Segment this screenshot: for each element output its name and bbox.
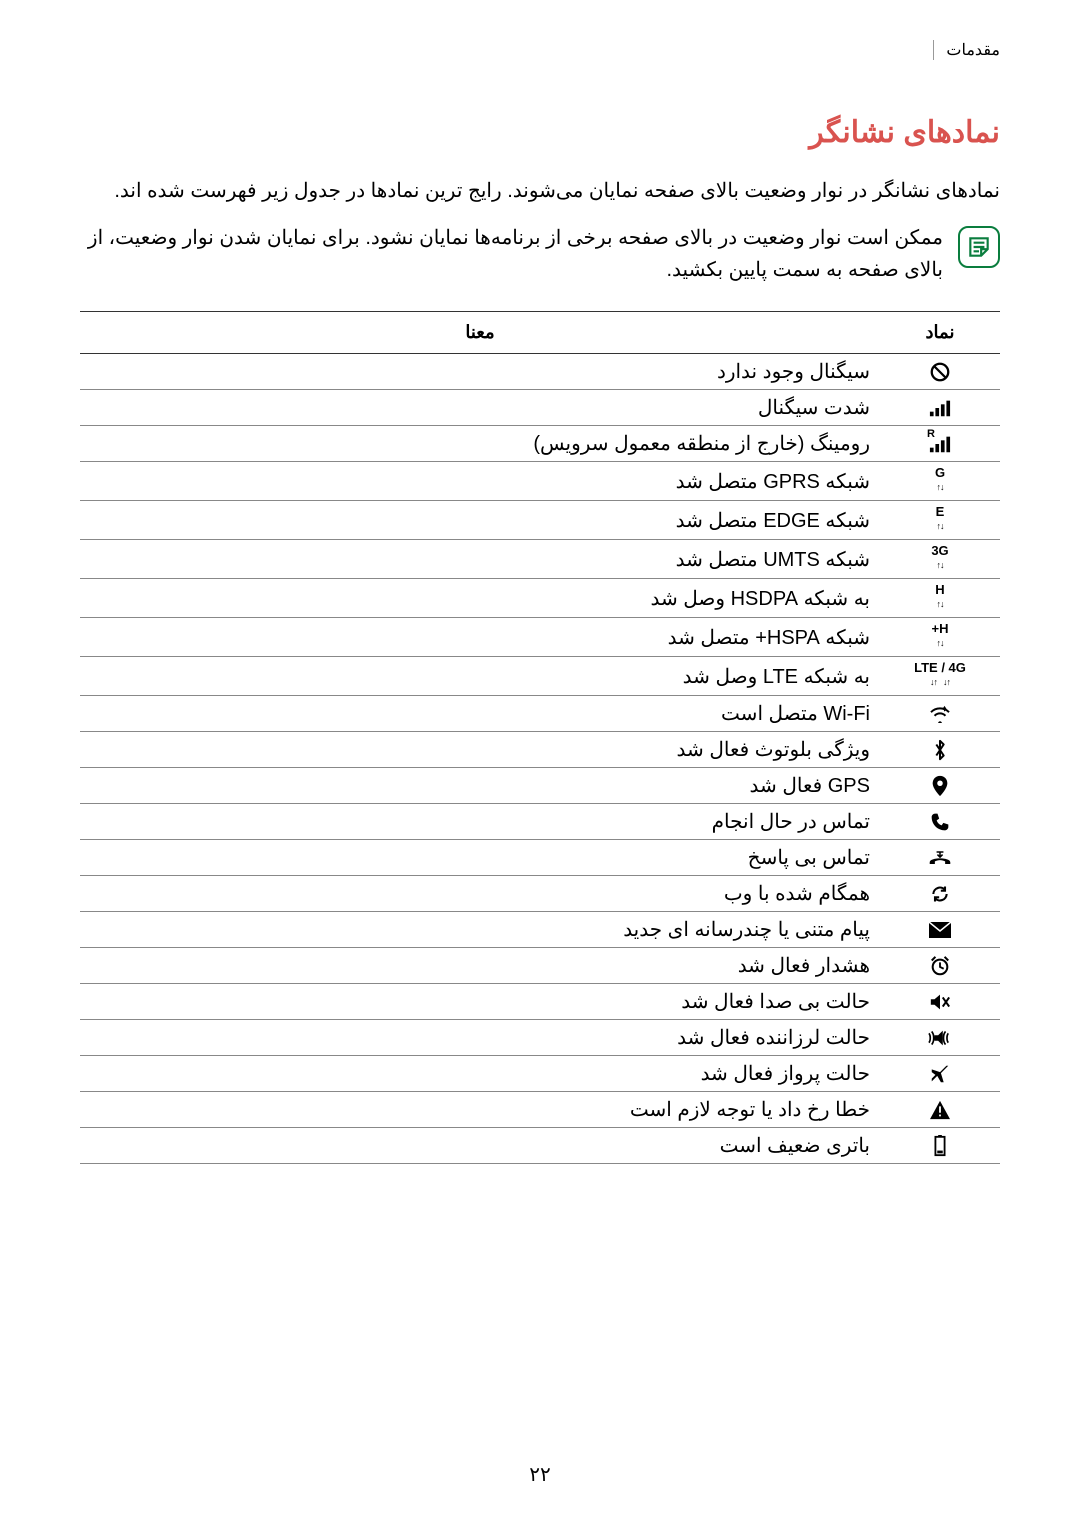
- bluetooth-icon: [880, 732, 1000, 768]
- sync-icon: [880, 876, 1000, 912]
- meaning-cell: تماس در حال انجام: [80, 804, 880, 840]
- meaning-cell: Wi-Fi متصل است: [80, 696, 880, 732]
- roaming-icon: R: [880, 426, 1000, 462]
- no-signal-icon: [880, 354, 1000, 390]
- meaning-cell: شبکه UMTS متصل شد: [80, 540, 880, 579]
- table-row: حالت لرزاننده فعال شد: [80, 1020, 1000, 1056]
- lte-icon: LTE / 4G↓↑ ↓↑: [880, 657, 1000, 696]
- meaning-cell: سیگنال وجود ندارد: [80, 354, 880, 390]
- meaning-cell: شبکه HSPA+ متصل شد: [80, 618, 880, 657]
- table-row: خطا رخ داد یا توجه لازم است: [80, 1092, 1000, 1128]
- note-block: ممکن است نوار وضعیت در بالای صفحه برخی ا…: [80, 222, 1000, 286]
- missed-icon: [880, 840, 1000, 876]
- table-row: E↓↑شبکه EDGE متصل شد: [80, 501, 1000, 540]
- header-icon: نماد: [880, 312, 1000, 354]
- hspa-icon: H+↓↑: [880, 618, 1000, 657]
- meaning-cell: حالت بی صدا فعال شد: [80, 984, 880, 1020]
- meaning-cell: به شبکه LTE وصل شد: [80, 657, 880, 696]
- table-row: LTE / 4G↓↑ ↓↑به شبکه LTE وصل شد: [80, 657, 1000, 696]
- meaning-cell: پیام متنی یا چندرسانه ای جدید: [80, 912, 880, 948]
- table-row: هشدار فعال شد: [80, 948, 1000, 984]
- hsdpa-icon: H↓↑: [880, 579, 1000, 618]
- table-row: پیام متنی یا چندرسانه ای جدید: [80, 912, 1000, 948]
- meaning-cell: تماس بی پاسخ: [80, 840, 880, 876]
- meaning-cell: GPS فعال شد: [80, 768, 880, 804]
- table-row: Wi-Fi متصل است: [80, 696, 1000, 732]
- table-row: ویژگی بلوتوث فعال شد: [80, 732, 1000, 768]
- wifi-icon: [880, 696, 1000, 732]
- meaning-cell: هشدار فعال شد: [80, 948, 880, 984]
- meaning-cell: ویژگی بلوتوث فعال شد: [80, 732, 880, 768]
- call-icon: [880, 804, 1000, 840]
- note-text: ممکن است نوار وضعیت در بالای صفحه برخی ا…: [80, 222, 943, 286]
- table-row: حالت پرواز فعال شد: [80, 1056, 1000, 1092]
- table-row: سیگنال وجود ندارد: [80, 354, 1000, 390]
- message-icon: [880, 912, 1000, 948]
- header-meaning: معنا: [80, 312, 880, 354]
- table-row: باتری ضعیف است: [80, 1128, 1000, 1164]
- table-row: همگام شده با وب: [80, 876, 1000, 912]
- meaning-cell: شبکه GPRS متصل شد: [80, 462, 880, 501]
- meaning-cell: باتری ضعیف است: [80, 1128, 880, 1164]
- gps-icon: [880, 768, 1000, 804]
- table-row: Rرومینگ (خارج از منطقه معمول سرویس): [80, 426, 1000, 462]
- vibrate-icon: [880, 1020, 1000, 1056]
- meaning-cell: حالت لرزاننده فعال شد: [80, 1020, 880, 1056]
- signal-icon: [880, 390, 1000, 426]
- alarm-icon: [880, 948, 1000, 984]
- intro-text: نمادهای نشانگر در نوار وضعیت بالای صفحه …: [80, 175, 1000, 207]
- edge-icon: E↓↑: [880, 501, 1000, 540]
- meaning-cell: خطا رخ داد یا توجه لازم است: [80, 1092, 880, 1128]
- table-header-row: نماد معنا: [80, 312, 1000, 354]
- table-row: G↓↑شبکه GPRS متصل شد: [80, 462, 1000, 501]
- note-icon: [958, 226, 1000, 268]
- page-number: ۲۲: [0, 1462, 1080, 1487]
- breadcrumb: مقدمات: [933, 40, 1000, 60]
- table-row: H↓↑به شبکه HSDPA وصل شد: [80, 579, 1000, 618]
- meaning-cell: همگام شده با وب: [80, 876, 880, 912]
- table-row: H+↓↑شبکه HSPA+ متصل شد: [80, 618, 1000, 657]
- table-row: حالت بی صدا فعال شد: [80, 984, 1000, 1020]
- error-icon: [880, 1092, 1000, 1128]
- meaning-cell: حالت پرواز فعال شد: [80, 1056, 880, 1092]
- section-title: نمادهای نشانگر: [80, 115, 1000, 150]
- table-row: شدت سیگنال: [80, 390, 1000, 426]
- meaning-cell: رومینگ (خارج از منطقه معمول سرویس): [80, 426, 880, 462]
- table-row: تماس در حال انجام: [80, 804, 1000, 840]
- table-row: تماس بی پاسخ: [80, 840, 1000, 876]
- table-row: 3G↓↑شبکه UMTS متصل شد: [80, 540, 1000, 579]
- gprs-icon: G↓↑: [880, 462, 1000, 501]
- meaning-cell: شبکه EDGE متصل شد: [80, 501, 880, 540]
- airplane-icon: [880, 1056, 1000, 1092]
- page-header: مقدمات: [80, 40, 1000, 60]
- meaning-cell: به شبکه HSDPA وصل شد: [80, 579, 880, 618]
- table-row: GPS فعال شد: [80, 768, 1000, 804]
- meaning-cell: شدت سیگنال: [80, 390, 880, 426]
- icons-table: نماد معنا سیگنال وجود نداردشدت سیگنالRرو…: [80, 311, 1000, 1164]
- battery-low-icon: [880, 1128, 1000, 1164]
- umts-icon: 3G↓↑: [880, 540, 1000, 579]
- mute-icon: [880, 984, 1000, 1020]
